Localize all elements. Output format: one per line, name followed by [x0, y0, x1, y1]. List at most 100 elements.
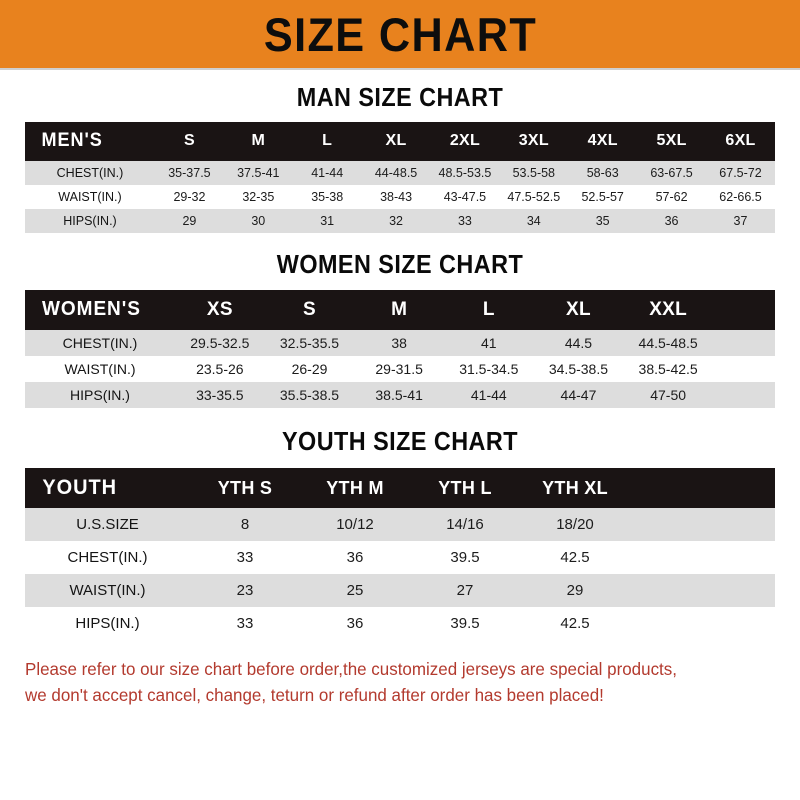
- table-row: HIPS(IN.) 29 30 31 32 33 34 35 36 37: [25, 209, 775, 233]
- table-row: U.S.SIZE 8 10/12 14/16 18/20: [25, 508, 775, 541]
- row-label: CHEST(IN.): [25, 541, 190, 574]
- column-header-2xl: 2XL: [449, 132, 481, 149]
- column-header-xl: XL: [385, 132, 407, 149]
- cell-spacer: [713, 330, 775, 356]
- row-label: CHEST(IN.): [25, 330, 175, 356]
- measurement-cell: 38: [354, 330, 444, 356]
- measurement-cell: 23.5-26: [175, 356, 265, 382]
- measurement-cell: 53.5-58: [499, 161, 569, 185]
- measurement-cell: 42.5: [520, 607, 630, 640]
- measurement-cell: 8: [190, 508, 300, 541]
- measurement-cell: 35: [568, 209, 638, 233]
- table-header-row: YOUTH YTH S YTH M YTH L YTH XL: [25, 468, 775, 508]
- footer-disclaimer: Please refer to our size chart before or…: [0, 640, 800, 709]
- cell-spacer: [630, 508, 775, 541]
- measurement-cell: 30: [223, 209, 293, 233]
- cell-spacer: [630, 574, 775, 607]
- measurement-cell: 44.5-48.5: [623, 330, 713, 356]
- measurement-cell: 32-35: [223, 185, 293, 209]
- section-youth: YOUTH SIZE CHART YOUTH YTH S YTH M YTH L YTH…: [0, 426, 800, 640]
- measurement-cell: 35.5-38.5: [264, 382, 355, 408]
- measurement-cell: 39.5: [410, 607, 520, 640]
- column-header-m: M: [391, 298, 408, 320]
- measurement-cell: 34.5-38.5: [533, 356, 624, 382]
- measurement-cell: 32.5-35.5: [264, 330, 355, 356]
- table-man-header: MEN'S S M L XL 2XL 3XL 4XL 5XL 6XL: [25, 122, 775, 161]
- table-row: CHEST(IN.) 33 36 39.5 42.5: [25, 541, 775, 574]
- row-label: HIPS(IN.): [25, 209, 155, 233]
- measurement-cell: 27: [410, 574, 520, 607]
- column-header-6xl: 6XL: [725, 132, 756, 149]
- measurement-cell: 38.5-41: [354, 382, 444, 408]
- table-row: CHEST(IN.) 35-37.5 37.5-41 41-44 44-48.5 48.5…: [25, 161, 775, 185]
- section-title-women: WOMEN SIZE CHART: [276, 249, 524, 279]
- column-header-yth-m: YTH M: [326, 477, 384, 498]
- measurement-cell: 41-44: [292, 161, 362, 185]
- column-header-yth-l: YTH L: [438, 477, 492, 498]
- measurement-cell: 10/12: [300, 508, 410, 541]
- section-man: MAN SIZE CHART MEN'S S M L XL 2XL 3XL 4XL 5XL 6XL…: [0, 82, 800, 233]
- column-header-spacer: [630, 468, 775, 508]
- column-header-4xl: 4XL: [587, 132, 618, 149]
- measurement-cell: 31.5-34.5: [443, 356, 534, 382]
- measurement-cell: 14/16: [410, 508, 520, 541]
- measurement-cell: 36: [637, 209, 706, 233]
- table-header-row: MEN'S S M L XL 2XL 3XL 4XL 5XL 6XL: [25, 122, 775, 161]
- measurement-cell: 44-47: [533, 382, 624, 408]
- row-label: CHEST(IN.): [25, 161, 155, 185]
- footer-line-2: we don't accept cancel, change, teturn o…: [25, 685, 604, 706]
- measurement-cell: 36: [300, 541, 410, 574]
- measurement-cell: 26-29: [264, 356, 355, 382]
- table-man-sizes: MEN'S S M L XL 2XL 3XL 4XL 5XL 6XL CHEST(IN.) 35-3…: [25, 122, 775, 233]
- measurement-cell: 63-67.5: [637, 161, 706, 185]
- measurement-cell: 25: [300, 574, 410, 607]
- measurement-cell: 32: [361, 209, 431, 233]
- row-label: HIPS(IN.): [25, 382, 175, 408]
- measurement-cell: 29-32: [155, 185, 224, 209]
- table-row: CHEST(IN.) 29.5-32.5 32.5-35.5 38 41 44.5 44.5…: [25, 330, 775, 356]
- table-corner-label: YOUTH: [42, 476, 117, 499]
- measurement-cell: 38.5-42.5: [623, 356, 713, 382]
- measurement-cell: 33: [430, 209, 500, 233]
- measurement-cell: 42.5: [520, 541, 630, 574]
- column-header-yth-s: YTH S: [217, 477, 273, 498]
- row-label: WAIST(IN.): [25, 574, 190, 607]
- measurement-cell: 33: [190, 607, 300, 640]
- measurement-cell: 18/20: [520, 508, 630, 541]
- page-title: SIZE CHART: [263, 7, 537, 61]
- cell-spacer: [630, 607, 775, 640]
- measurement-cell: 35-38: [292, 185, 362, 209]
- table-row: WAIST(IN.) 29-32 32-35 35-38 38-43 43-47.5 47.…: [25, 185, 775, 209]
- measurement-cell: 35-37.5: [155, 161, 224, 185]
- table-man-body: CHEST(IN.) 35-37.5 37.5-41 41-44 44-48.5 48.5…: [25, 161, 775, 233]
- measurement-cell: 57-62: [637, 185, 706, 209]
- measurement-cell: 43-47.5: [430, 185, 500, 209]
- measurement-cell: 47.5-52.5: [499, 185, 569, 209]
- measurement-cell: 67.5-72: [706, 161, 775, 185]
- column-header-l: L: [482, 298, 495, 320]
- table-header-row: WOMEN'S XS S M L XL XXL: [25, 290, 775, 330]
- table-row: WAIST(IN.) 23 25 27 29: [25, 574, 775, 607]
- table-youth-sizes: YOUTH YTH S YTH M YTH L YTH XL U.S.SIZE 8 10/1…: [25, 468, 775, 640]
- column-header-yth-xl: YTH XL: [542, 477, 608, 498]
- column-header-m: M: [251, 132, 266, 149]
- measurement-cell: 29: [520, 574, 630, 607]
- measurement-cell: 62-66.5: [706, 185, 775, 209]
- cell-spacer: [630, 541, 775, 574]
- column-header-5xl: 5XL: [656, 132, 687, 149]
- measurement-cell: 39.5: [410, 541, 520, 574]
- table-women-body: CHEST(IN.) 29.5-32.5 32.5-35.5 38 41 44.5 44.5…: [25, 330, 775, 408]
- page-banner: SIZE CHART: [0, 0, 800, 70]
- table-corner-label: MEN'S: [41, 130, 103, 151]
- column-header-s: S: [183, 132, 195, 149]
- measurement-cell: 29-31.5: [354, 356, 444, 382]
- footer-line-1: Please refer to our size chart before or…: [25, 659, 677, 679]
- measurement-cell: 31: [292, 209, 362, 233]
- table-youth-body: U.S.SIZE 8 10/12 14/16 18/20 CHEST(IN.) 33 36 39…: [25, 508, 775, 640]
- column-header-spacer: [713, 290, 775, 330]
- measurement-cell: 41-44: [443, 382, 534, 408]
- section-title-youth: YOUTH SIZE CHART: [281, 426, 518, 456]
- column-header-l: L: [322, 132, 333, 149]
- column-header-s: S: [302, 298, 316, 320]
